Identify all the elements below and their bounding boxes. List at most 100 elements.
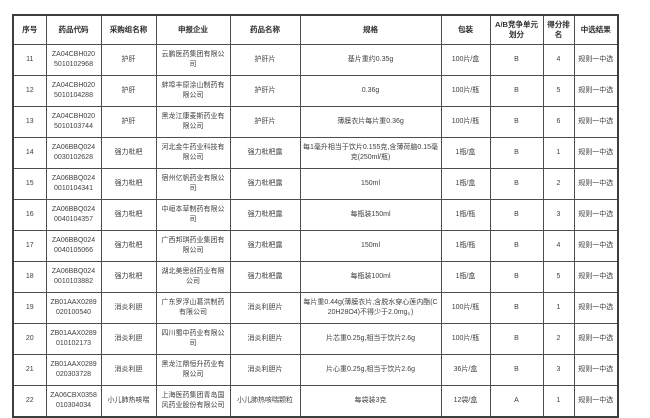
cell-serial-number: 20 bbox=[12, 323, 47, 355]
cell-declaring-company: 湖北美思创药业有限公司 bbox=[155, 261, 231, 293]
cell-procurement-group: 强力枇杷 bbox=[100, 261, 157, 293]
cell-drug-name: 强力枇杷露 bbox=[229, 199, 301, 231]
cell-selection-result: 规则一中选 bbox=[573, 168, 619, 200]
cell-drug-name: 护肝片 bbox=[229, 75, 301, 107]
table-row: 18 ZA06BBQ024 0010103882 强力枇杷 湖北美思创药业有限公… bbox=[12, 261, 619, 293]
cell-drug-name: 小儿肺热咳喘颗粒 bbox=[229, 385, 301, 418]
cell-score-rank: 4 bbox=[542, 44, 575, 76]
cell-score-rank: 3 bbox=[542, 354, 575, 386]
cell-competition-unit: B bbox=[489, 168, 544, 200]
cell-specification: 每瓶装150ml bbox=[299, 199, 442, 231]
cell-score-rank: 2 bbox=[542, 168, 575, 200]
cell-packaging: 1瓶/盒 bbox=[440, 261, 491, 293]
cell-specification: 每1毫升相当于饮片0.155克,含薄荷脑0.15毫克(250ml/瓶) bbox=[299, 137, 442, 169]
cell-declaring-company: 宿州亿帆药业有限公司 bbox=[155, 168, 231, 200]
cell-procurement-group: 强力枇杷 bbox=[100, 137, 157, 169]
cell-selection-result: 规则一中选 bbox=[573, 323, 619, 355]
cell-score-rank: 1 bbox=[542, 137, 575, 169]
cell-specification: 基片重约0.35g bbox=[299, 44, 442, 76]
column-header: 得分排名 bbox=[542, 14, 575, 45]
cell-drug-code: ZA06BBQ024 0010104341 bbox=[45, 168, 102, 200]
cell-score-rank: 3 bbox=[542, 199, 575, 231]
cell-competition-unit: B bbox=[489, 199, 544, 231]
cell-competition-unit: B bbox=[489, 106, 544, 138]
table-body: 11 ZA04CBH020 5010102968 护肝 云鹏医药集团有限公司 护… bbox=[12, 44, 619, 418]
column-header: 药品代码 bbox=[45, 14, 102, 45]
cell-serial-number: 11 bbox=[12, 44, 47, 76]
cell-drug-name: 强力枇杷露 bbox=[229, 168, 301, 200]
cell-specification: 每瓶装100ml bbox=[299, 261, 442, 293]
cell-drug-code: ZB01AAX0289 020303728 bbox=[45, 354, 102, 386]
cell-selection-result: 规则一中选 bbox=[573, 75, 619, 107]
cell-drug-name: 强力枇杷露 bbox=[229, 230, 301, 262]
cell-specification: 片心重0.25g,相当于饮片2.6g bbox=[299, 354, 442, 386]
cell-packaging: 100片/瓶 bbox=[440, 323, 491, 355]
cell-procurement-group: 消炎利胆 bbox=[100, 292, 157, 324]
table-row: 21 ZB01AAX0289 020303728 消炎利胆 黑龙江鼎恒升药业有限… bbox=[12, 354, 619, 386]
cell-drug-name: 护肝片 bbox=[229, 106, 301, 138]
cell-serial-number: 22 bbox=[12, 385, 47, 418]
procurement-results-page: 序号 药品代码 采购组名称 申报企业 药品名称 规格 包装 A/B竞争单元划分 … bbox=[12, 14, 619, 418]
cell-procurement-group: 护肝 bbox=[100, 75, 157, 107]
cell-score-rank: 1 bbox=[542, 385, 575, 418]
cell-declaring-company: 中峘本草制药有限公司 bbox=[155, 199, 231, 231]
cell-procurement-group: 消炎利胆 bbox=[100, 323, 157, 355]
cell-score-rank: 1 bbox=[542, 292, 575, 324]
cell-drug-code: ZB01AAX0289 010102173 bbox=[45, 323, 102, 355]
cell-serial-number: 15 bbox=[12, 168, 47, 200]
cell-drug-code: ZA06CBX0358 010304034 bbox=[45, 385, 102, 418]
cell-specification: 每袋装3克 bbox=[299, 385, 442, 418]
column-header: 中选结果 bbox=[573, 14, 619, 45]
cell-drug-name: 强力枇杷露 bbox=[229, 137, 301, 169]
cell-specification: 0.36g bbox=[299, 75, 442, 107]
cell-packaging: 1瓶/瓶 bbox=[440, 199, 491, 231]
cell-declaring-company: 蚌埠丰原涂山制药有限公司 bbox=[155, 75, 231, 107]
table-row: 19 ZB01AAX0289 020100540 消炎利胆 广东罗浮山葛洪制药有… bbox=[12, 292, 619, 324]
cell-packaging: 1瓶/瓶 bbox=[440, 230, 491, 262]
cell-declaring-company: 上海医药集团青岛国风药业股份有限公司 bbox=[155, 385, 231, 418]
cell-drug-code: ZA04CBH020 5010104288 bbox=[45, 75, 102, 107]
cell-drug-code: ZA04CBH020 5010102968 bbox=[45, 44, 102, 76]
cell-score-rank: 5 bbox=[542, 261, 575, 293]
column-header: 序号 bbox=[12, 14, 47, 45]
cell-declaring-company: 广西邦琪药业集团有限公司 bbox=[155, 230, 231, 262]
cell-procurement-group: 强力枇杷 bbox=[100, 168, 157, 200]
cell-selection-result: 规则一中选 bbox=[573, 44, 619, 76]
cell-packaging: 100片/盒 bbox=[440, 44, 491, 76]
table-row: 14 ZA06BBQ024 0030102628 强力枇杷 河北金牛药业科技有限… bbox=[12, 137, 619, 169]
cell-drug-code: ZA06BBQ024 0040104357 bbox=[45, 199, 102, 231]
cell-selection-result: 规则一中选 bbox=[573, 230, 619, 262]
table-row: 17 ZA06BBQ024 0040105066 强力枇杷 广西邦琪药业集团有限… bbox=[12, 230, 619, 262]
cell-procurement-group: 强力枇杷 bbox=[100, 199, 157, 231]
cell-score-rank: 6 bbox=[542, 106, 575, 138]
table-row: 15 ZA06BBQ024 0010104341 强力枇杷 宿州亿帆药业有限公司… bbox=[12, 168, 619, 200]
cell-declaring-company: 黑龙江康麦斯药业有限公司 bbox=[155, 106, 231, 138]
cell-serial-number: 13 bbox=[12, 106, 47, 138]
cell-packaging: 12袋/盒 bbox=[440, 385, 491, 418]
cell-selection-result: 规则一中选 bbox=[573, 199, 619, 231]
cell-procurement-group: 强力枇杷 bbox=[100, 230, 157, 262]
cell-serial-number: 17 bbox=[12, 230, 47, 262]
table-row: 16 ZA06BBQ024 0040104357 强力枇杷 中峘本草制药有限公司… bbox=[12, 199, 619, 231]
cell-procurement-group: 小儿肺热咳喘 bbox=[100, 385, 157, 418]
column-header: 规格 bbox=[299, 14, 442, 45]
table-row: 22 ZA06CBX0358 010304034 小儿肺热咳喘 上海医药集团青岛… bbox=[12, 385, 619, 418]
table-row: 12 ZA04CBH020 5010104288 护肝 蚌埠丰原涂山制药有限公司… bbox=[12, 75, 619, 107]
table-header-row: 序号 药品代码 采购组名称 申报企业 药品名称 规格 包装 A/B竞争单元划分 … bbox=[12, 14, 619, 45]
table-row: 13 ZA04CBH020 5010103744 护肝 黑龙江康麦斯药业有限公司… bbox=[12, 106, 619, 138]
cell-specification: 薄膜衣片每片重0.36g bbox=[299, 106, 442, 138]
cell-competition-unit: B bbox=[489, 137, 544, 169]
column-header: 包装 bbox=[440, 14, 491, 45]
cell-selection-result: 规则一中选 bbox=[573, 385, 619, 418]
cell-procurement-group: 消炎利胆 bbox=[100, 354, 157, 386]
table-row: 11 ZA04CBH020 5010102968 护肝 云鹏医药集团有限公司 护… bbox=[12, 44, 619, 76]
cell-packaging: 100片/瓶 bbox=[440, 292, 491, 324]
cell-declaring-company: 广东罗浮山葛洪制药有限公司 bbox=[155, 292, 231, 324]
cell-packaging: 100片/瓶 bbox=[440, 106, 491, 138]
cell-specification: 片芯重0.25g,相当于饮片2.6g bbox=[299, 323, 442, 355]
cell-drug-code: ZB01AAX0289 020100540 bbox=[45, 292, 102, 324]
cell-competition-unit: B bbox=[489, 44, 544, 76]
cell-serial-number: 12 bbox=[12, 75, 47, 107]
cell-declaring-company: 河北金牛药业科技有限公司 bbox=[155, 137, 231, 169]
cell-competition-unit: B bbox=[489, 261, 544, 293]
